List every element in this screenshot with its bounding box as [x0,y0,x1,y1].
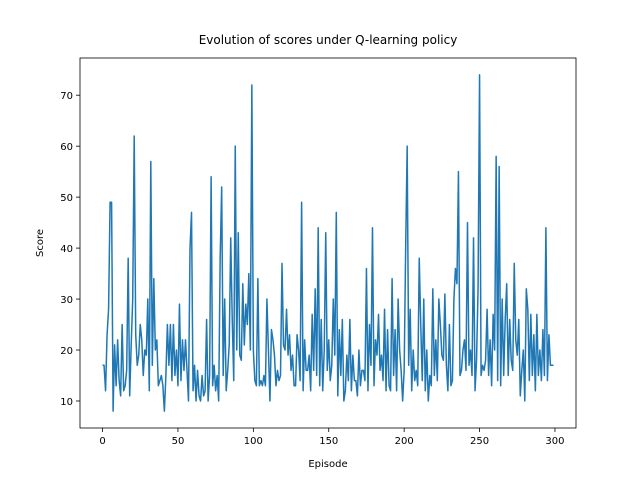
x-tick-label: 0 [99,436,105,447]
x-tick-label: 150 [319,436,338,447]
x-tick-label: 300 [545,436,564,447]
y-tick-label: 50 [60,193,73,204]
x-tick-label: 100 [244,436,263,447]
chart-title: Evolution of scores under Q-learning pol… [199,33,458,47]
y-tick-label: 20 [60,346,73,357]
y-tick-label: 10 [60,397,73,408]
plot-frame [79,57,577,429]
x-tick-label: 200 [395,436,414,447]
y-tick-label: 40 [60,244,73,255]
x-tick-label: 50 [172,436,185,447]
y-axis-label: Score [35,229,46,257]
score-line [102,74,554,412]
y-tick-label: 30 [60,295,73,306]
y-tick-label: 60 [60,142,73,153]
x-axis-label: Episode [308,459,347,470]
x-tick-label: 250 [470,436,489,447]
y-tick-label: 70 [60,91,73,102]
